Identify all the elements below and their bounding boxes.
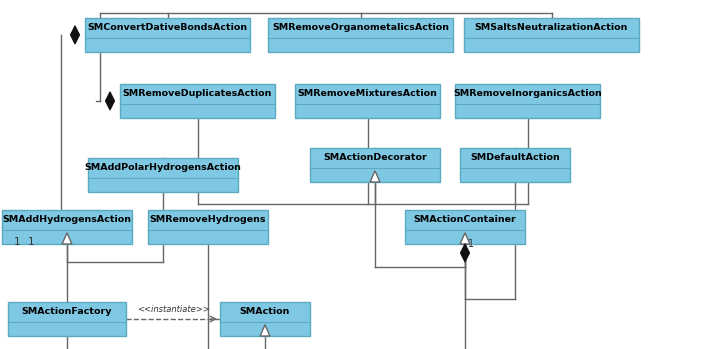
Polygon shape — [71, 26, 79, 44]
Text: SMRemoveInorganicsAction: SMRemoveInorganicsAction — [453, 89, 602, 98]
Bar — [310, 148, 440, 182]
Polygon shape — [370, 171, 380, 182]
Bar — [295, 84, 440, 118]
Bar — [88, 158, 238, 192]
Bar — [2, 210, 132, 244]
Polygon shape — [460, 244, 469, 262]
Bar — [85, 18, 250, 52]
Text: SMConvertDativeBondsAction: SMConvertDativeBondsAction — [87, 23, 248, 32]
Text: SMSaltsNeutralizationAction: SMSaltsNeutralizationAction — [475, 23, 628, 32]
Bar — [120, 84, 275, 118]
Polygon shape — [62, 233, 72, 244]
Polygon shape — [105, 92, 115, 110]
Bar — [464, 18, 639, 52]
Text: SMAddPolarHydrogensAction: SMAddPolarHydrogensAction — [84, 163, 241, 172]
Bar — [8, 302, 126, 336]
Text: SMRemoveOrganometalicsAction: SMRemoveOrganometalicsAction — [272, 23, 449, 32]
Bar — [455, 84, 600, 118]
Text: 1: 1 — [28, 237, 35, 247]
Text: SMAddHydrogensAction: SMAddHydrogensAction — [3, 215, 132, 224]
Text: 1: 1 — [14, 237, 21, 247]
Text: SMRemoveDuplicatesAction: SMRemoveDuplicatesAction — [122, 89, 272, 98]
Text: SMActionFactory: SMActionFactory — [22, 307, 113, 316]
Bar — [405, 210, 525, 244]
Polygon shape — [460, 233, 470, 244]
Bar — [268, 18, 453, 52]
Text: SMActionContainer: SMActionContainer — [413, 215, 516, 224]
Text: SMAction: SMAction — [240, 307, 290, 316]
Bar — [220, 302, 310, 336]
Text: SMRemoveHydrogens: SMRemoveHydrogens — [150, 215, 266, 224]
Bar — [460, 148, 570, 182]
Bar — [148, 210, 268, 244]
Text: <<instantiate>>: <<instantiate>> — [137, 305, 210, 314]
Polygon shape — [260, 325, 270, 336]
Text: SMDefaultAction: SMDefaultAction — [470, 153, 560, 162]
Text: 1: 1 — [468, 239, 474, 249]
Text: SMActionDecorator: SMActionDecorator — [323, 153, 427, 162]
Text: SMRemoveMixturesAction: SMRemoveMixturesAction — [297, 89, 438, 98]
